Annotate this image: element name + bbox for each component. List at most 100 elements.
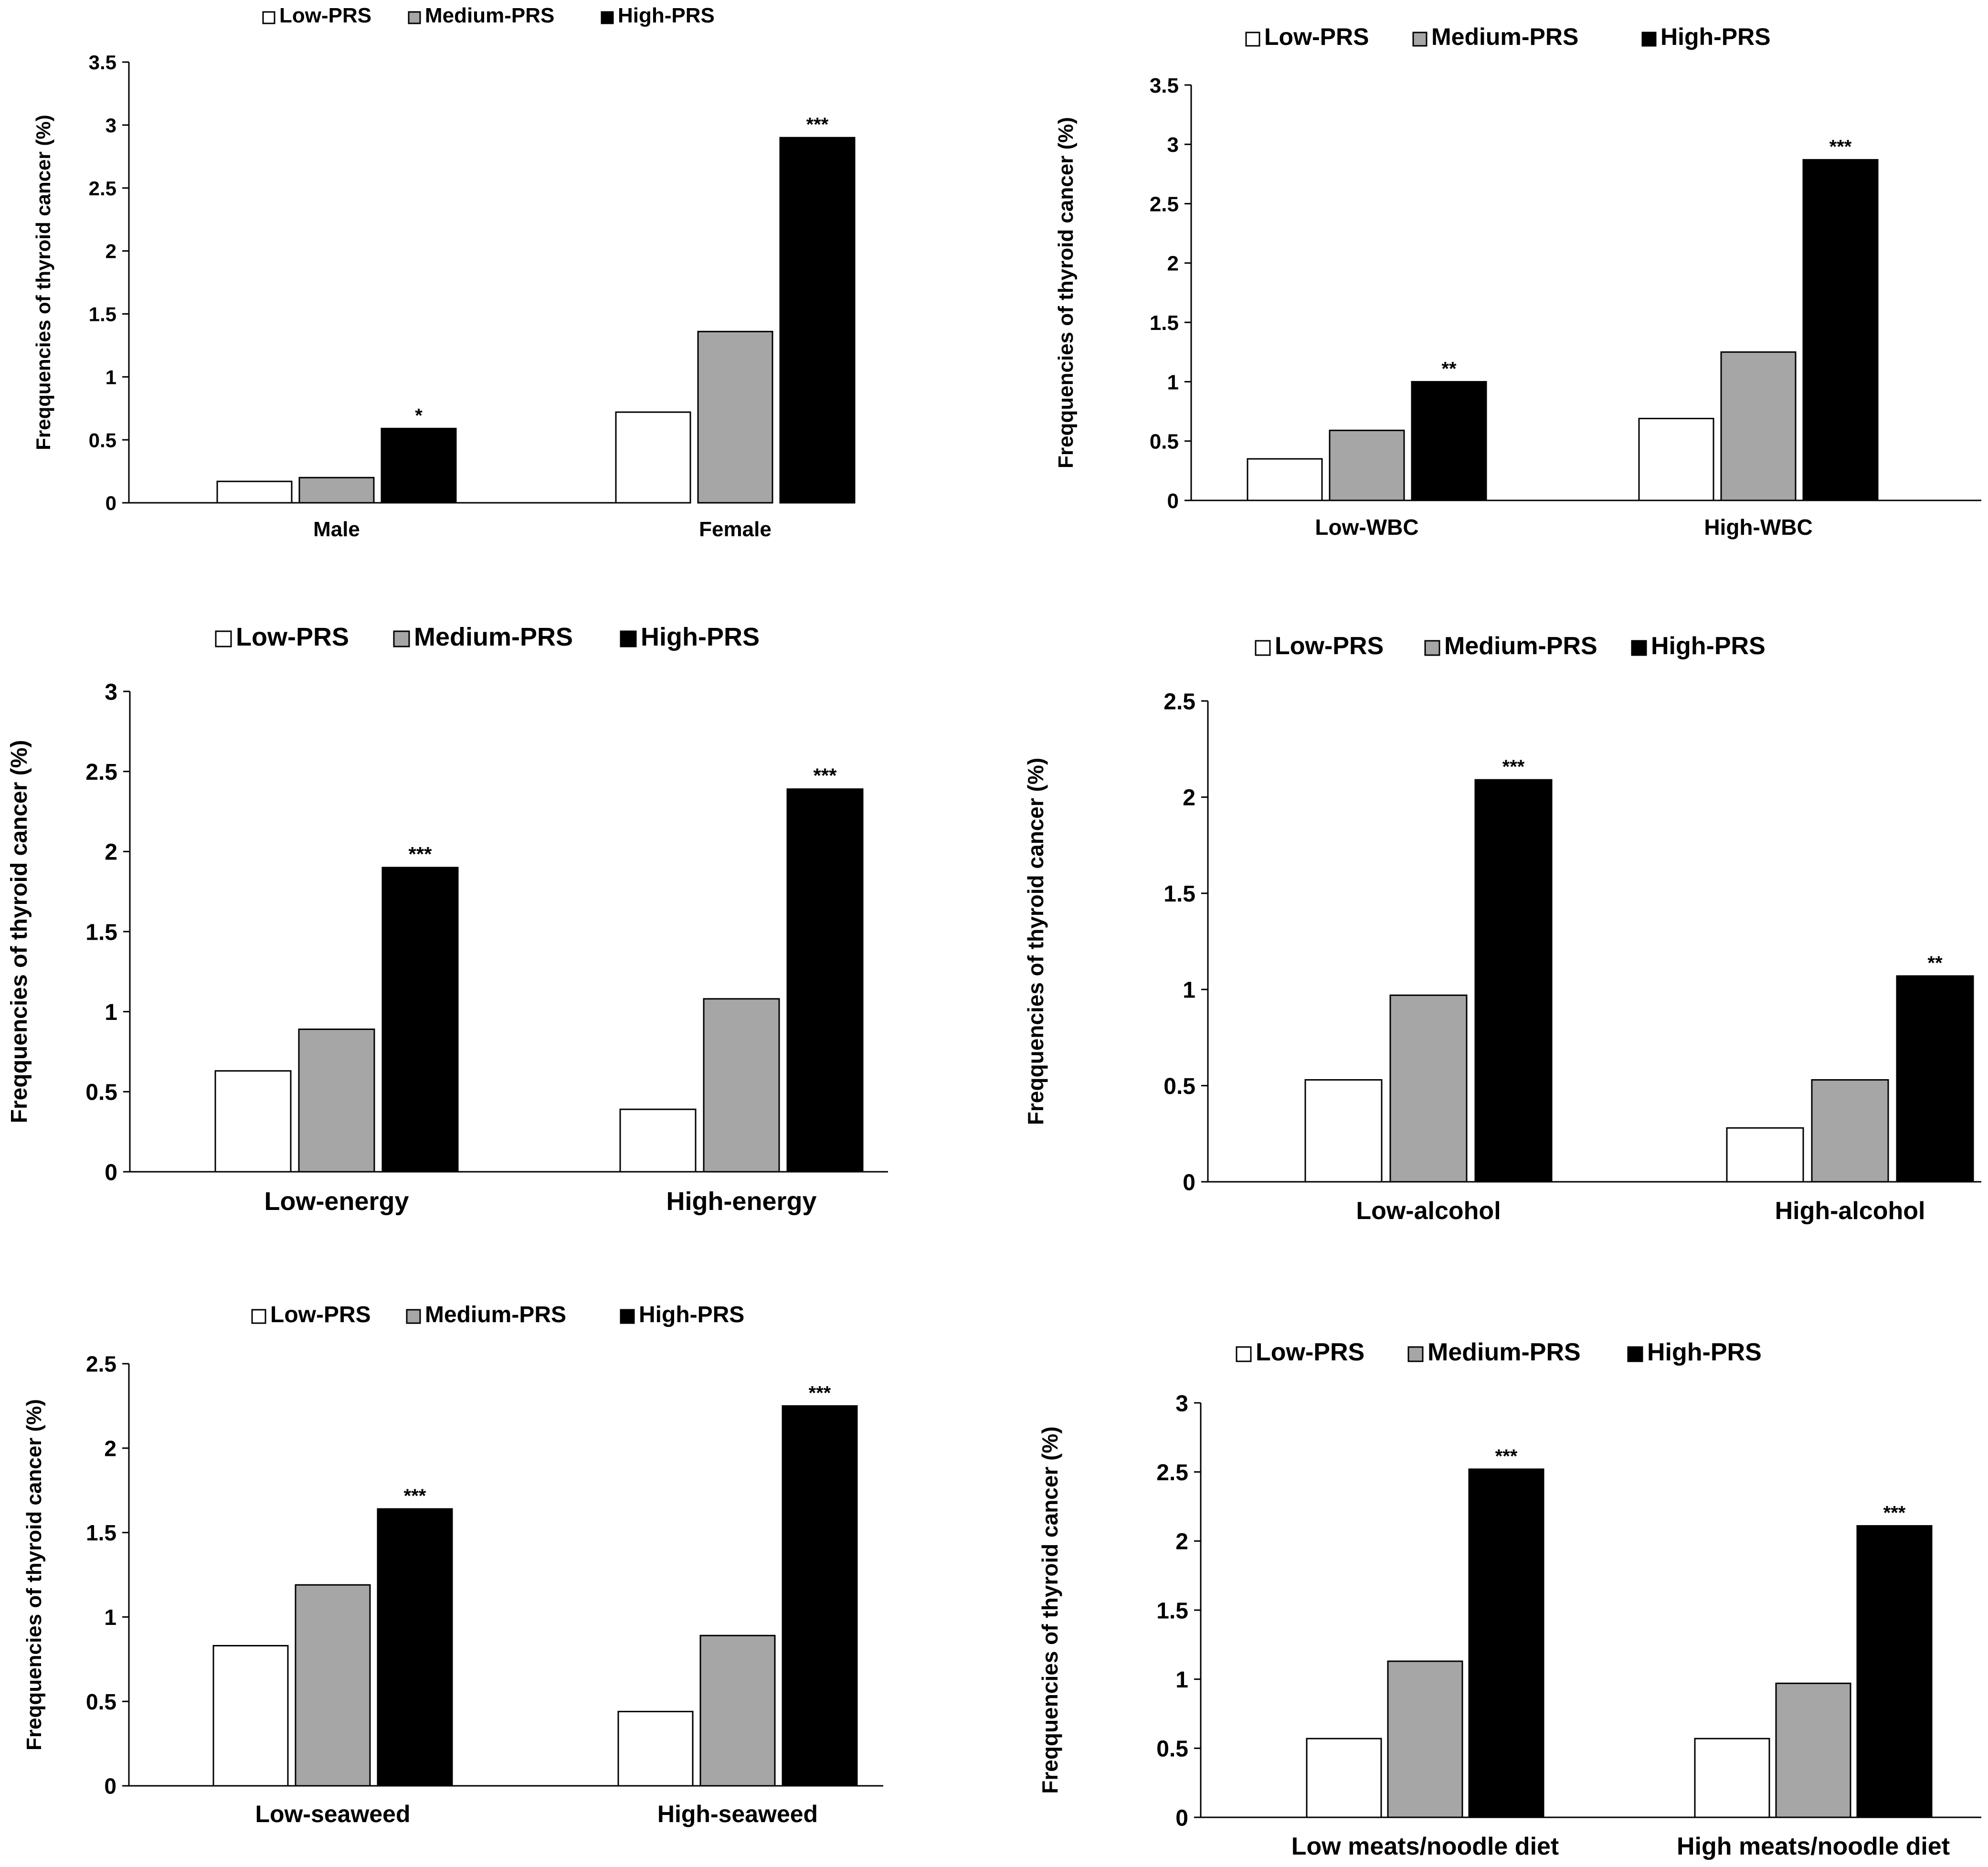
bar-low-prs-2: [1726, 1127, 1804, 1183]
bar-high-prs-1: [381, 427, 457, 504]
legend-swatch-3: [620, 1309, 635, 1324]
legend-swatch-1: [1255, 640, 1271, 656]
legend-label-2: Medium-PRS: [1431, 23, 1578, 50]
y-axis-label: Freqquencies of thyroid cancer (%): [1037, 1426, 1062, 1793]
legend: Low-PRS Medium-PRS High-PRS: [1245, 23, 1771, 50]
legend-label-3: High-PRS: [1660, 23, 1771, 50]
y-tick-label: 1: [1183, 977, 1195, 1003]
bar-medium-prs-1: [298, 1029, 375, 1173]
legend-label-1: Low-PRS: [270, 1302, 371, 1327]
bar-medium-prs-1: [1329, 429, 1405, 501]
significance-mark: ***: [813, 764, 837, 787]
significance-mark: **: [1927, 953, 1943, 974]
y-tick-label: 1.5: [1150, 311, 1179, 335]
y-tick-label: 1: [1167, 371, 1179, 394]
y-tick-label: 0: [106, 492, 116, 514]
bar-medium-prs-1: [1389, 994, 1468, 1183]
legend: Low-PRS Medium-PRS High-PRS: [251, 1302, 744, 1327]
y-tick-label: 2.5: [86, 1352, 116, 1377]
chart-panel-1: Low-PRS Medium-PRS High-PRS 0 0.5 1 1.5 2 2.5 3 3.…: [32, 4, 856, 541]
x-category-label: High-energy: [666, 1187, 816, 1216]
bar-low-prs-2: [617, 1710, 694, 1787]
y-tick-label: 2: [104, 1436, 116, 1461]
legend-label-2: Medium-PRS: [425, 1302, 566, 1327]
legend: Low-PRS Medium-PRS High-PRS: [262, 4, 715, 27]
legend: Low-PRS Medium-PRS High-PRS: [1236, 1338, 1762, 1366]
significance-mark: ***: [404, 1485, 426, 1506]
y-axis-label: Freqquencies of thyroid cancer (%): [1023, 758, 1048, 1125]
bar-high-prs-2: [1802, 159, 1879, 501]
legend-swatch-3: [1631, 640, 1647, 656]
y-tick-label: 3: [106, 114, 116, 137]
y-tick-label: 3: [1167, 133, 1179, 157]
legend-label-1: Low-PRS: [1264, 23, 1369, 50]
bar-medium-prs-2: [1811, 1079, 1889, 1183]
x-category-label: High-seaweed: [657, 1801, 818, 1827]
bar-low-prs-1: [1306, 1738, 1382, 1818]
x-category-label: Low-WBC: [1315, 515, 1418, 540]
bar-high-prs-2: [786, 788, 864, 1173]
y-axis-label: Freqquencies of thyroid cancer (%): [22, 1399, 46, 1750]
x-category-label: Low meats/noodle diet: [1291, 1833, 1559, 1860]
chart-panel-6: Low-PRS Medium-PRS High-PRS 0 0.5 1 1.5 2 2.5 3 Fr…: [1037, 1338, 1981, 1860]
y-tick-label: 0.5: [1156, 1737, 1188, 1762]
significance-mark: *: [415, 405, 423, 426]
legend-swatch-3: [1627, 1346, 1643, 1362]
x-category-label: High-alcohol: [1775, 1197, 1925, 1225]
legend-label-3: High-PRS: [639, 1302, 744, 1327]
chart-panel-2: Low-PRS Medium-PRS High-PRS 0 0.5 1 1.5 2 2.5 3 3.…: [1054, 23, 1981, 540]
legend-swatch-2: [408, 11, 421, 24]
x-category-label: High-WBC: [1704, 515, 1812, 540]
significance-mark: ***: [1829, 137, 1852, 158]
legend-swatch-3: [620, 630, 637, 647]
y-tick-label: 2: [1183, 785, 1195, 811]
y-tick-label: 3: [1175, 1391, 1188, 1416]
y-tick-label: 3.5: [89, 51, 116, 74]
y-tick-label: 1: [104, 1605, 116, 1630]
legend-label-1: Low-PRS: [279, 4, 371, 27]
y-tick-label: 1.5: [86, 1520, 116, 1545]
chart-panel-4: Low-PRS Medium-PRS High-PRS 0 0.5 1 1.5 2 2.5 Fre…: [1023, 632, 1981, 1225]
bar-low-prs-1: [1304, 1079, 1383, 1183]
legend-label-2: Medium-PRS: [425, 4, 554, 27]
x-category-label: Low-seaweed: [255, 1801, 410, 1827]
bar-low-prs-2: [1638, 417, 1714, 501]
legend-label-1: Low-PRS: [1275, 632, 1384, 660]
legend-label-1: Low-PRS: [1256, 1338, 1364, 1366]
y-tick-label: 2: [1167, 252, 1179, 276]
legend: Low-PRS Medium-PRS High-PRS: [215, 623, 760, 651]
legend-swatch-2: [1412, 32, 1428, 47]
bar-high-prs-2: [782, 1405, 858, 1787]
bar-medium-prs-1: [298, 477, 375, 504]
bar-low-prs-1: [212, 1645, 289, 1787]
y-tick-label: 0.5: [86, 1689, 116, 1714]
x-category-label: Male: [313, 518, 360, 541]
y-tick-label: 1: [106, 366, 116, 388]
y-tick-label: 2.5: [1156, 1460, 1188, 1485]
legend-swatch-1: [262, 11, 275, 24]
bar-low-prs-2: [619, 1108, 697, 1173]
legend: Low-PRS Medium-PRS High-PRS: [1255, 632, 1766, 660]
y-tick-label: 2: [1175, 1529, 1188, 1555]
legend-label-3: High-PRS: [641, 623, 760, 651]
y-tick-label: 3.5: [1150, 74, 1179, 97]
y-tick-label: 0: [1167, 489, 1179, 513]
y-tick-label: 0: [1183, 1170, 1195, 1195]
legend-swatch-1: [1236, 1346, 1252, 1362]
bar-low-prs-2: [1694, 1738, 1770, 1818]
y-tick-label: 1: [105, 1000, 117, 1025]
legend-swatch-1: [1245, 32, 1260, 47]
legend-swatch-2: [393, 630, 410, 647]
y-tick-label: 2.5: [1163, 689, 1195, 714]
legend-swatch-2: [1424, 640, 1440, 656]
y-tick-label: 0: [105, 1160, 117, 1185]
bar-medium-prs-1: [295, 1584, 371, 1787]
x-category-label: Female: [699, 518, 772, 541]
y-axis-label: Freqquencies of thyroid cancer (%): [1054, 117, 1078, 468]
y-axis-label: Freqquencies of thyroid cancer (%): [32, 115, 54, 450]
significance-mark: ***: [1495, 1446, 1518, 1467]
bar-low-prs-1: [1247, 458, 1323, 501]
y-tick-label: 0: [1175, 1805, 1188, 1831]
y-tick-label: 2.5: [85, 760, 117, 785]
